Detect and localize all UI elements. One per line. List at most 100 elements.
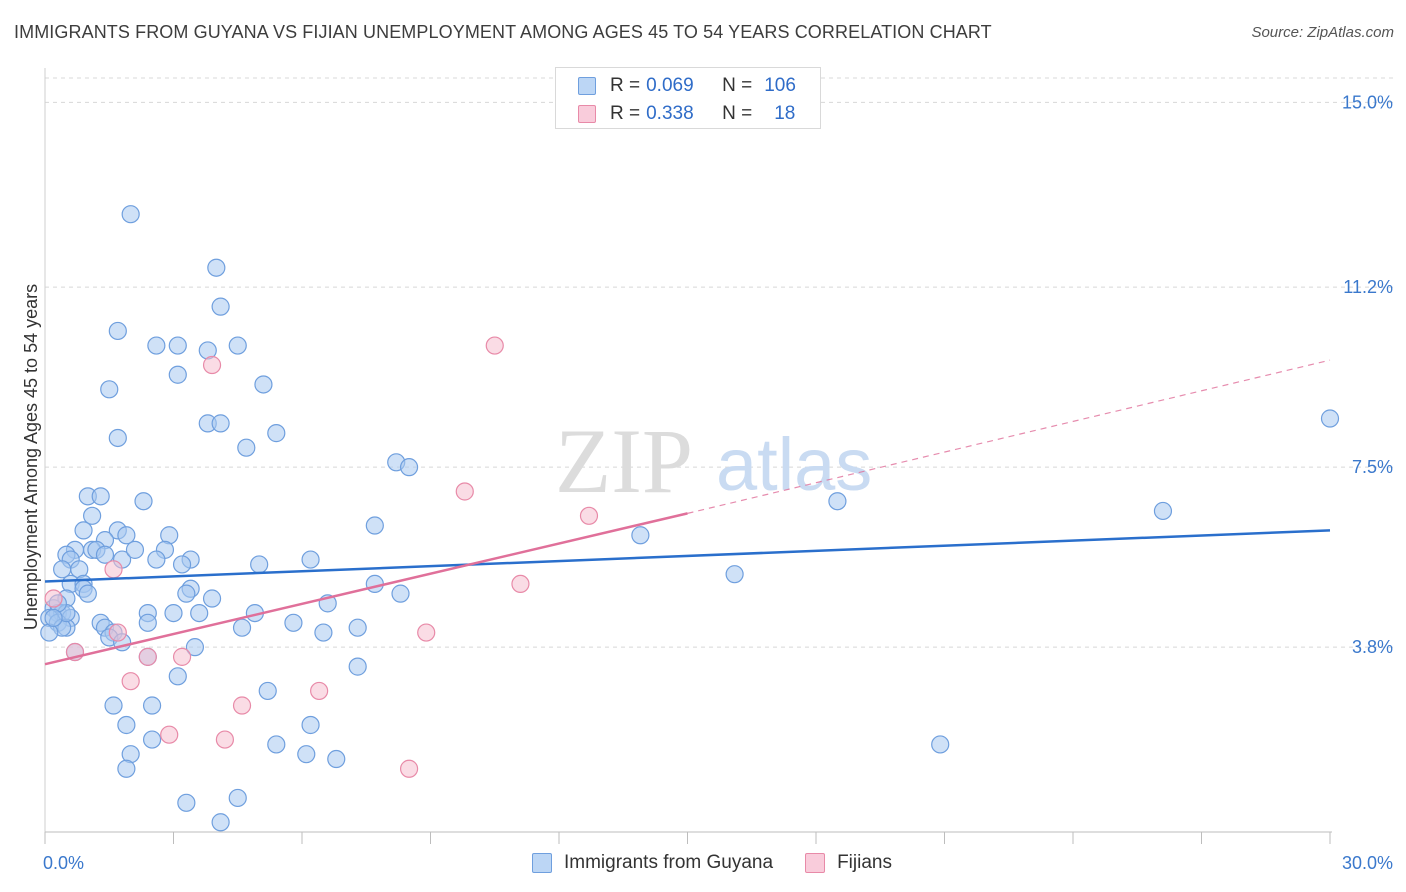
fijian-point — [104, 560, 123, 579]
guyana-point — [258, 681, 277, 701]
watermark-zip: ZIP — [555, 410, 693, 512]
guyana-point — [207, 258, 226, 277]
guyana-point — [138, 613, 157, 632]
legend-row-guyana: R = 0.069 N = 106 — [578, 73, 796, 99]
legend-r-label: R = — [610, 103, 641, 124]
legend-item-guyana[interactable]: Immigrants from Guyana — [532, 852, 773, 874]
source-label: Source: ZipAtlas.com — [1251, 24, 1394, 41]
fijian-point — [202, 355, 222, 375]
guyana-point — [117, 715, 136, 735]
series-fijians-points — [44, 336, 599, 778]
guyana-point — [147, 336, 166, 355]
fijian-point — [160, 725, 179, 744]
fijian-point — [44, 589, 63, 608]
guyana-point — [177, 793, 196, 812]
guyana-point — [828, 492, 847, 511]
guyana-point — [108, 428, 127, 448]
guyana-point — [211, 297, 230, 316]
guyana-point — [267, 735, 286, 754]
fijian-point — [511, 574, 530, 594]
guyana-point — [190, 603, 209, 623]
series-legend: Immigrants from Guyana Fijians — [532, 852, 924, 874]
legend-n-value: 106 — [764, 75, 796, 96]
guyana-point — [117, 759, 136, 778]
guyana-point — [297, 745, 316, 764]
guyana-point — [202, 589, 222, 608]
fijian-point — [310, 681, 329, 701]
y-tick-label: 15.0% — [1342, 92, 1393, 112]
watermark-atlas: atlas — [716, 423, 872, 506]
legend-label-fijians: Fijians — [837, 852, 892, 873]
fijian-point — [121, 672, 140, 691]
fijian-point — [455, 482, 474, 501]
fijian-point — [108, 623, 127, 642]
trend-lines — [44, 359, 1331, 666]
guyana-point — [172, 555, 192, 574]
tick-labels: 3.8% 7.5% 11.2% 15.0% 0.0% 30.0% — [43, 92, 1393, 873]
fijian-point — [399, 759, 419, 778]
guyana-point — [348, 618, 367, 637]
fijian-point — [215, 730, 234, 749]
fijian-trend-line — [44, 512, 688, 666]
guyana-point — [399, 458, 419, 477]
legend-r-label: R = — [610, 75, 641, 96]
guyana-point — [232, 618, 252, 637]
legend-row-fijians: R = 0.338 N = 18 — [578, 101, 795, 127]
legend-r-value: 0.338 — [646, 103, 694, 124]
guyana-point — [348, 657, 367, 676]
guyana-point — [95, 545, 115, 564]
guyana-point — [125, 540, 145, 559]
guyana-point — [100, 380, 119, 399]
guyana-point — [631, 526, 650, 545]
fijian-point — [232, 696, 252, 715]
axes — [44, 68, 1332, 844]
legend-item-fijians[interactable]: Fijians — [805, 852, 892, 874]
y-tick-label: 11.2% — [1343, 277, 1393, 297]
guyana-point — [267, 424, 286, 443]
x-tick-label: 30.0% — [1342, 853, 1393, 873]
legend-n-label: N = — [722, 75, 753, 96]
chart-title: IMMIGRANTS FROM GUYANA VS FIJIAN UNEMPLO… — [14, 22, 992, 42]
guyana-point — [391, 584, 410, 603]
grid-lines — [45, 77, 1393, 648]
fijian-point — [579, 506, 599, 525]
fijian-point — [172, 647, 192, 666]
guyana-point — [74, 521, 93, 540]
guyana-point — [134, 492, 153, 511]
guyana-point — [91, 487, 110, 506]
legend-swatch-fijians — [578, 105, 596, 123]
guyana-point — [327, 749, 346, 769]
series-guyana-points — [40, 205, 1340, 832]
guyana-point — [237, 438, 256, 457]
legend-swatch-guyana — [532, 853, 552, 873]
guyana-point — [117, 526, 136, 545]
guyana-point — [211, 414, 230, 433]
fijian-point — [138, 647, 157, 666]
guyana-trend-line — [44, 529, 1331, 583]
guyana-point — [931, 735, 950, 754]
guyana-point — [164, 603, 183, 623]
guyana-point — [168, 365, 187, 384]
correlation-legend: R = 0.069 N = 106 R = 0.338 N = 18 — [555, 67, 821, 129]
guyana-point — [104, 696, 123, 715]
guyana-point — [365, 516, 384, 535]
fijian-trend-extension — [687, 359, 1331, 514]
guyana-point — [142, 730, 162, 749]
guyana-point — [725, 565, 744, 584]
guyana-point — [1153, 501, 1173, 521]
fijian-point — [417, 623, 436, 642]
legend-r-value: 0.069 — [646, 75, 694, 96]
guyana-point — [121, 205, 140, 224]
guyana-point — [185, 638, 205, 657]
guyana-point — [254, 375, 273, 394]
legend-swatch-guyana — [578, 77, 596, 95]
guyana-point — [284, 613, 303, 632]
guyana-point — [177, 584, 196, 603]
watermark: ZIP atlas — [555, 410, 872, 512]
guyana-point — [314, 623, 333, 642]
guyana-point — [83, 506, 102, 525]
guyana-point — [301, 550, 320, 569]
guyana-point — [228, 788, 247, 808]
legend-n-label: N = — [722, 103, 753, 124]
